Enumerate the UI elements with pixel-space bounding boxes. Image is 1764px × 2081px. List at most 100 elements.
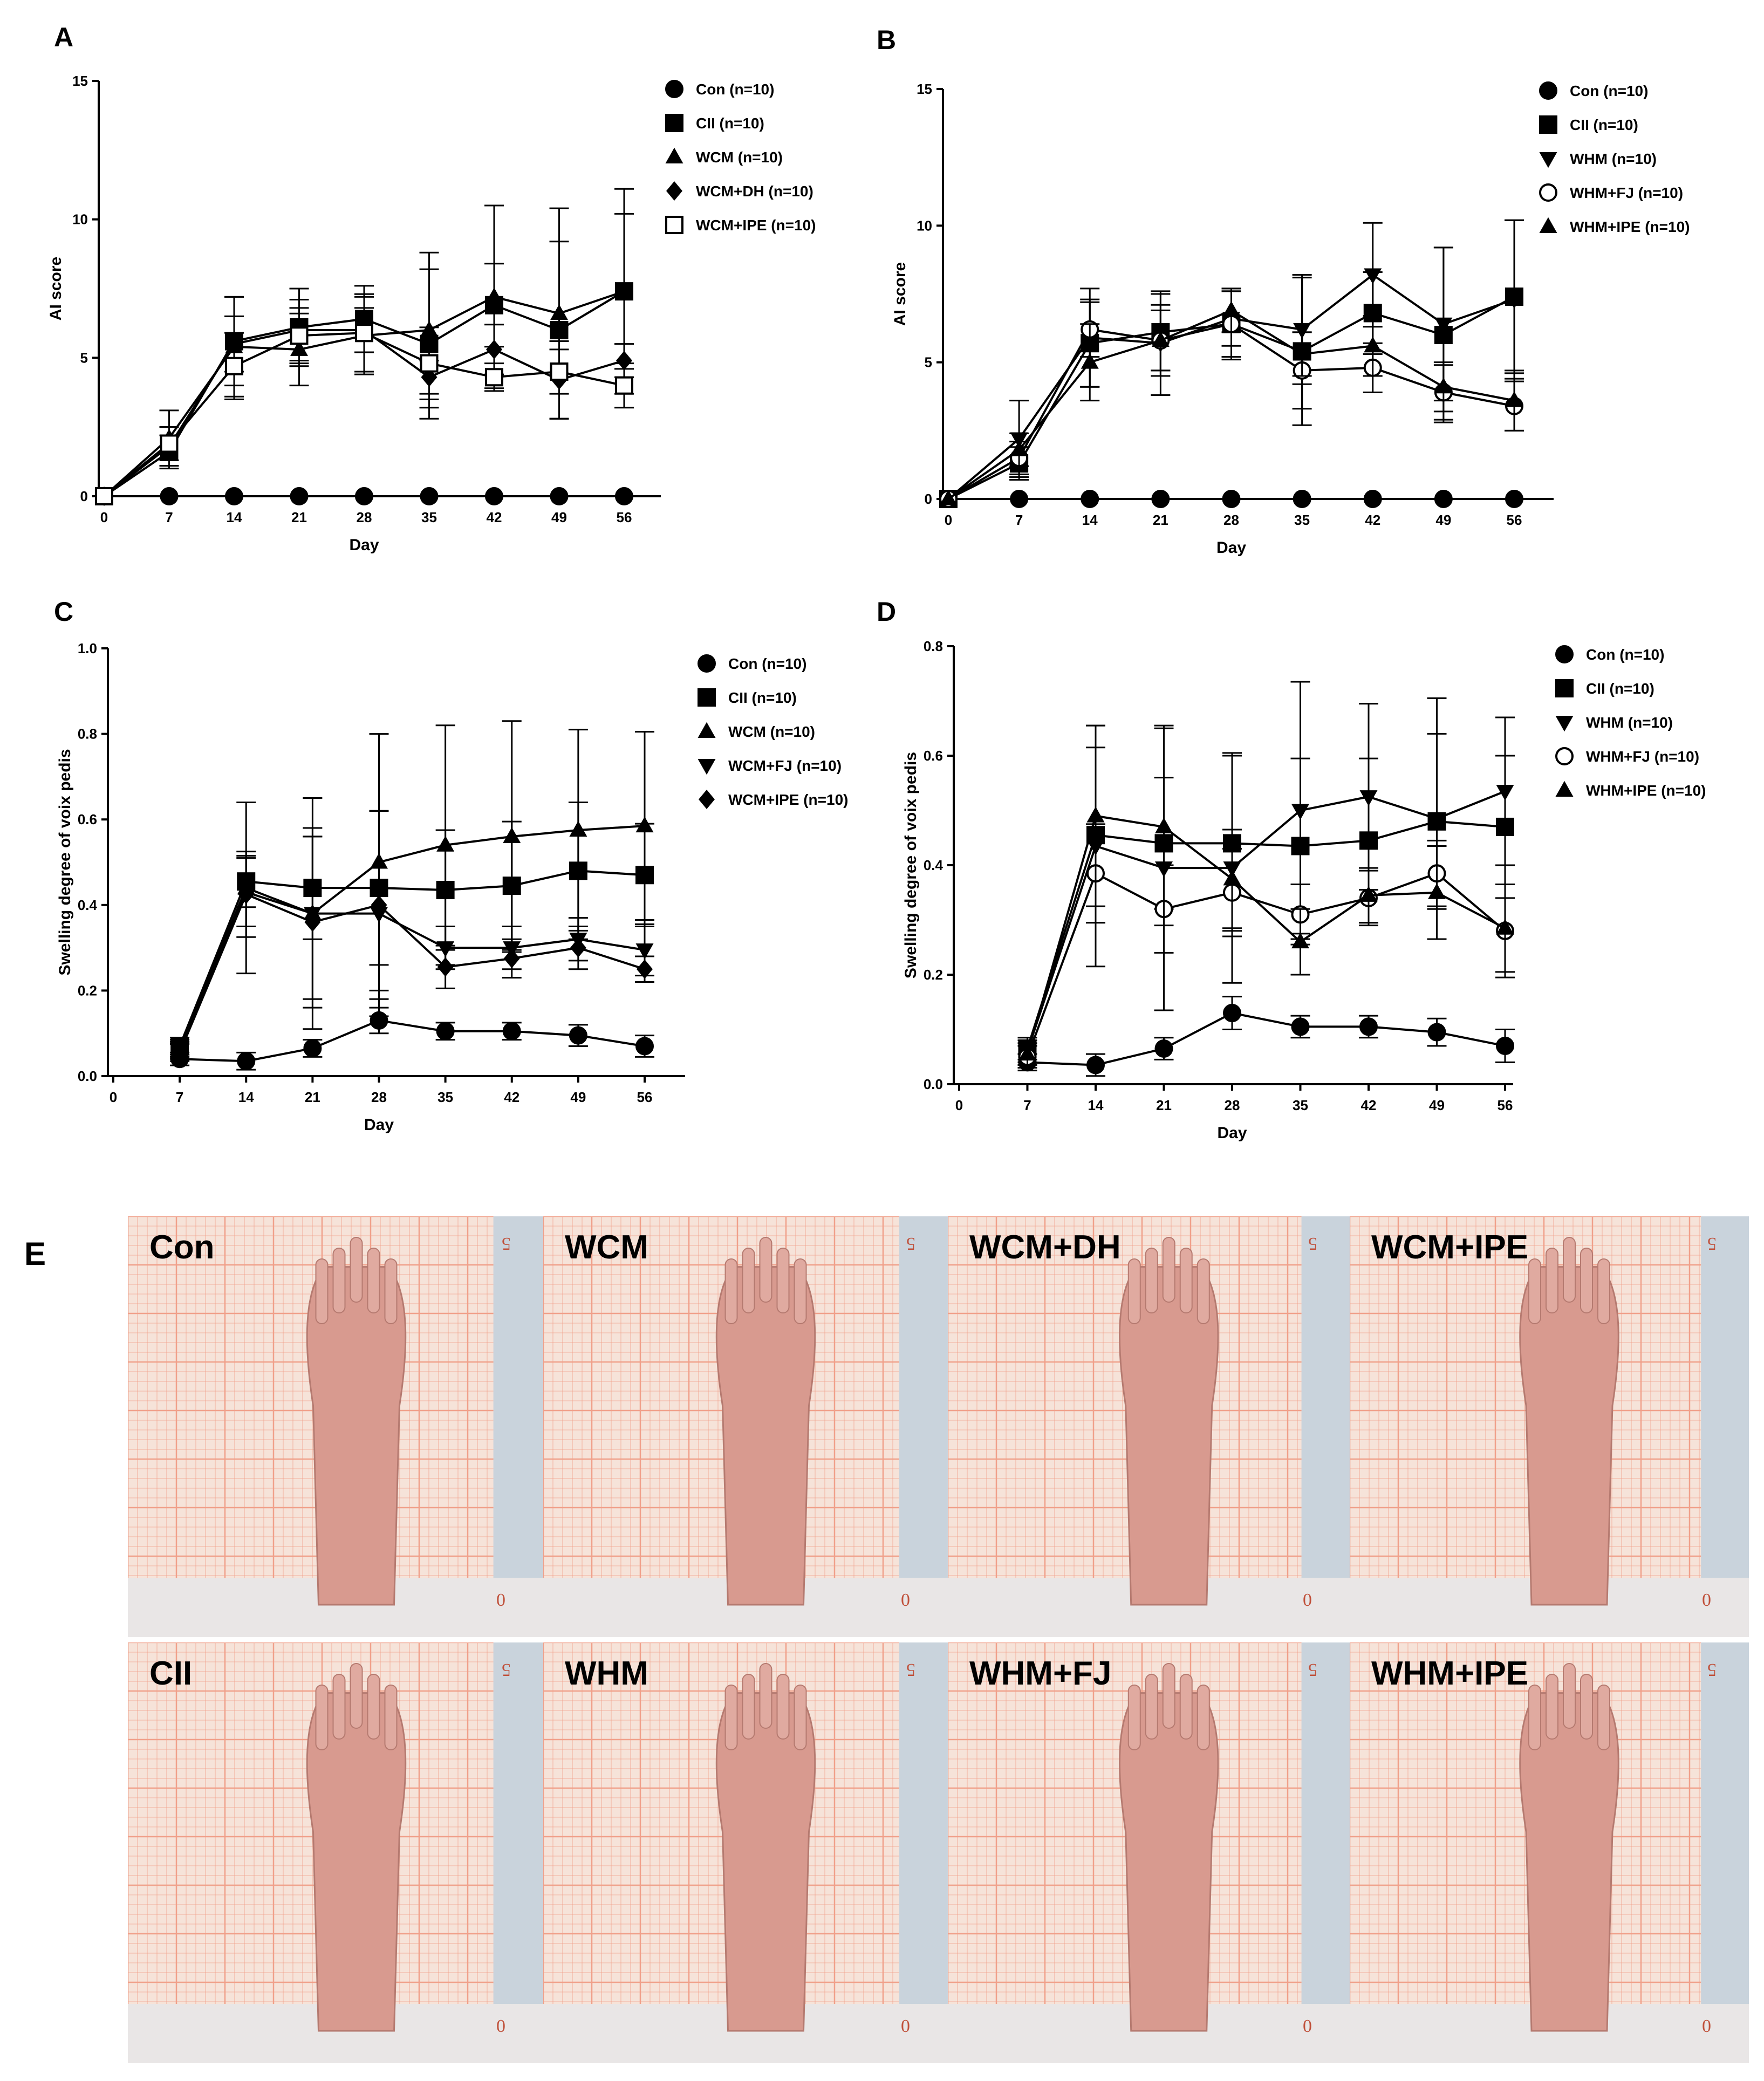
legend-label: WCM (n=10) — [696, 149, 783, 166]
photo-scene: 50 — [1350, 1642, 1749, 2063]
legend-marker — [665, 80, 683, 98]
x-tick-label: 56 — [637, 1089, 653, 1105]
x-tick-label: 14 — [1082, 512, 1098, 528]
x-tick-label: 56 — [1507, 512, 1522, 528]
data-point — [238, 884, 255, 904]
ruler-mark: 0 — [496, 2016, 505, 2036]
photo-scene: 50 — [948, 1642, 1350, 2063]
paw-photo: 5 0 WHM+IPE — [1350, 1642, 1749, 2063]
data-point — [1505, 293, 1523, 309]
x-tick-label: 0 — [945, 512, 952, 528]
chart-b: 0 5 10 15 0 7 14 21 28 35 42 49 56 Day AI score Con (n=… — [891, 81, 1690, 557]
paw-toe — [1580, 1674, 1593, 1740]
paw-photo-grid: 5 0 Con 5 0 WCM 5 0 WCM+DH 5 0 WCM+IPE 5 0 CII 5 0 WHM 5 0 W… — [128, 1216, 1749, 2074]
legend-item: WHM+IPE (n=10) — [1539, 217, 1690, 235]
data-point — [436, 1022, 455, 1040]
paw-toe — [1597, 1685, 1610, 1750]
data-point — [1496, 1036, 1514, 1055]
data-point — [1428, 812, 1446, 828]
data-point — [1081, 490, 1099, 508]
data-point — [1222, 490, 1241, 508]
photo-label: CII — [149, 1655, 193, 1692]
legend-item: WCM+FJ (n=10) — [698, 757, 842, 775]
data-point — [1434, 490, 1453, 508]
legend-label: CII (n=10) — [1570, 117, 1638, 133]
data-point — [371, 895, 387, 915]
data-point — [1086, 806, 1105, 823]
x-tick-label: 28 — [1223, 512, 1239, 528]
data-point — [1291, 804, 1309, 820]
legend-label: WHM+FJ (n=10) — [1570, 184, 1683, 201]
data-point — [615, 487, 633, 505]
data-point — [95, 487, 113, 505]
legend-label: WCM+IPE (n=10) — [696, 217, 816, 234]
legend-item: Con (n=10) — [1555, 645, 1664, 663]
data-point — [503, 948, 520, 968]
series-0 — [95, 487, 633, 505]
photo-scene: 50 — [948, 1216, 1350, 1637]
panel-label-d: D — [877, 597, 897, 627]
legend-item: WCM (n=10) — [698, 722, 815, 740]
legend-label: WHM+IPE (n=10) — [1570, 218, 1690, 235]
data-point — [1496, 784, 1514, 801]
legend-item: WHM+IPE (n=10) — [1555, 781, 1706, 799]
x-tick-label: 28 — [357, 509, 372, 525]
data-point — [1151, 331, 1170, 347]
data-point — [1010, 440, 1028, 456]
y-tick-label: 15 — [72, 73, 88, 89]
ruler-mark: 0 — [1303, 2016, 1312, 2036]
data-point — [485, 287, 503, 304]
series-line — [1026, 872, 1506, 1057]
graph-paper — [948, 1642, 1302, 2036]
y-tick-label: 0.4 — [924, 857, 943, 873]
legend-item: CII (n=10) — [665, 114, 764, 132]
data-point — [1154, 1039, 1173, 1058]
legend-item: WCM+IPE (n=10) — [699, 790, 848, 809]
legend-label: WCM+FJ (n=10) — [728, 757, 842, 774]
ruler-mark: 0 — [1303, 1590, 1312, 1610]
data-point — [615, 376, 633, 395]
series-line — [1027, 1011, 1506, 1066]
paw-toe — [1563, 1237, 1576, 1303]
data-point — [1018, 1044, 1036, 1061]
data-point — [635, 816, 654, 833]
paw-toe — [315, 1258, 329, 1324]
series-0 — [170, 1007, 654, 1071]
paw-toe — [759, 1237, 772, 1303]
paw-toe — [1162, 1663, 1175, 1729]
data-point — [225, 487, 243, 505]
ruler-mark: 5 — [906, 1660, 915, 1680]
data-point — [1010, 490, 1029, 508]
y-tick-label: 0 — [80, 488, 88, 504]
data-point — [616, 351, 632, 371]
panel-label-a: A — [54, 22, 74, 52]
data-point — [485, 487, 503, 505]
legend-item: Con (n=10) — [1539, 81, 1648, 100]
series-1 — [170, 801, 654, 1056]
x-tick-label: 7 — [176, 1089, 183, 1105]
paw-toe — [1127, 1258, 1141, 1324]
x-tick-label: 14 — [1088, 1097, 1104, 1113]
x-tick-label: 42 — [504, 1089, 519, 1105]
paw-toe — [1196, 1685, 1210, 1750]
graph-paper — [543, 1216, 899, 1610]
photo-scene: 50 — [543, 1642, 948, 2063]
charts-canvas: 0 5 10 15 0 7 14 21 28 35 42 49 56 Day AI score Con (n=… — [47, 73, 1706, 1142]
data-point — [502, 1022, 521, 1040]
y-tick-label: 10 — [72, 211, 88, 228]
paw-toe — [724, 1258, 738, 1324]
data-point — [1359, 1017, 1378, 1036]
x-axis-label: Day — [349, 536, 379, 554]
x-tick-label: 0 — [110, 1089, 117, 1105]
paw-photo: 5 0 Con — [128, 1216, 543, 1637]
y-tick-label: 0.0 — [924, 1076, 943, 1092]
legend-item: WCM+DH (n=10) — [666, 181, 813, 201]
legend-item: CII (n=10) — [698, 688, 797, 707]
data-point — [436, 836, 455, 852]
x-tick-label: 7 — [1015, 512, 1023, 528]
legend-label: CII (n=10) — [728, 689, 797, 706]
paw-toe — [350, 1663, 363, 1729]
ruler-mark: 5 — [1707, 1660, 1717, 1680]
x-tick-label: 21 — [1156, 1097, 1172, 1113]
x-tick-label: 49 — [1435, 512, 1451, 528]
